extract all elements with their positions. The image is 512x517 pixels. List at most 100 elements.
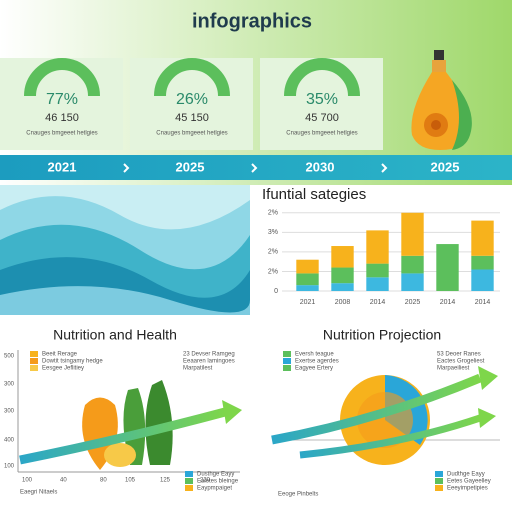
legend-swatch xyxy=(435,471,443,477)
y-tick-label: 2% xyxy=(268,210,278,217)
footer: Eaegri Nitaels xyxy=(20,490,57,496)
y-label: 400 xyxy=(4,438,15,444)
x-tick-label: 2014 xyxy=(370,299,386,306)
x-tick-label: 2014 xyxy=(475,299,491,306)
timeline-year: 2030 xyxy=(306,159,335,174)
title: infographics xyxy=(192,10,312,32)
bar-segment xyxy=(296,273,319,286)
legend-text: Eetes Gayeelley xyxy=(447,479,491,485)
timeline-arrow xyxy=(251,163,258,173)
bar-segment xyxy=(331,246,354,268)
legend-text: Marpatilest xyxy=(183,366,213,372)
gauge-caption: Cnauges bmgeeet hetlgies xyxy=(156,131,227,137)
trend-arrow xyxy=(299,414,482,459)
waves xyxy=(0,185,250,315)
legend-text: Dowtit tsingamy hedge xyxy=(42,359,103,365)
legend-text: Ealetes bleinge xyxy=(197,479,239,485)
legend-text: Dusthge Eayy xyxy=(197,472,234,478)
legend-text: Marpaeiliest xyxy=(437,366,470,372)
y-tick-label: 2% xyxy=(268,268,278,275)
footer: Eeoge Pinbelts xyxy=(278,492,318,498)
gauge-caption: Cnauges bmgeeet hetlgies xyxy=(26,131,97,137)
y-label: 100 xyxy=(4,464,15,470)
bar-segment xyxy=(331,267,354,284)
legend-swatch xyxy=(283,351,291,357)
gauge-arc xyxy=(284,58,360,97)
x-label: 125 xyxy=(160,478,171,484)
bar-segment xyxy=(436,244,459,291)
trend-arrow xyxy=(271,373,482,445)
gauge-percent: 77% xyxy=(46,91,78,108)
timeline-year: 2021 xyxy=(48,159,77,174)
legend-text: Eaypmpaiget xyxy=(197,486,232,492)
legend-text: Eversh teague xyxy=(295,352,334,358)
x-label: 40 xyxy=(60,478,67,484)
gauge-panel xyxy=(0,58,123,150)
bar-segment xyxy=(471,220,494,256)
x-label: 220 xyxy=(200,478,211,484)
legend-text: Eesgee Jeflitiey xyxy=(42,366,84,372)
legend-swatch xyxy=(435,478,443,484)
bar-segment xyxy=(401,255,424,274)
bar-segment xyxy=(366,263,389,278)
legend-text: Eeaaren lamingoes xyxy=(183,359,235,365)
bar-segment xyxy=(366,230,389,264)
bottle xyxy=(411,50,472,150)
timeline-arrow xyxy=(381,163,388,173)
bar-segment xyxy=(331,283,354,291)
arrow-head xyxy=(478,366,498,390)
legend-text: 23 Devser Ramgeg xyxy=(183,352,235,358)
x-tick-label: 2021 xyxy=(300,299,316,306)
bar-segment xyxy=(471,255,494,270)
y-tick-label: 2% xyxy=(268,249,278,256)
y-tick-label: 0 xyxy=(274,288,278,295)
x-tick-label: 2008 xyxy=(335,299,351,306)
gauge-percent: 26% xyxy=(176,91,208,108)
timeline-year: 2025 xyxy=(176,159,205,174)
gauge-percent: 35% xyxy=(306,91,338,108)
legend-swatch xyxy=(435,485,443,491)
section-title: Nutrition Projection xyxy=(323,327,441,343)
legend-text: Eeeyimpetipies xyxy=(447,486,488,492)
legend-text: Beeit Rerage xyxy=(42,352,78,358)
legend-swatch xyxy=(185,485,193,491)
legend-swatch xyxy=(30,358,38,364)
gauge-panel xyxy=(260,58,383,150)
legend-text: 53 Deoer Ranes xyxy=(437,352,481,358)
legend-text: Dudthge Eayy xyxy=(447,472,485,478)
legend-swatch xyxy=(185,478,193,484)
bar-segment xyxy=(296,285,319,291)
x-label: 105 xyxy=(125,478,136,484)
legend-swatch xyxy=(30,351,38,357)
arrow-head xyxy=(222,400,242,424)
gauge-value: 46 150 xyxy=(45,112,79,124)
bar-segment xyxy=(296,259,319,274)
y-label: 500 xyxy=(4,354,15,360)
legend-text: Exertse agerdes xyxy=(295,359,339,365)
gauge-arc xyxy=(24,58,100,97)
legend-text: Eactes Grogeliest xyxy=(437,359,485,365)
bar-segment xyxy=(401,212,424,256)
trend-arrow xyxy=(19,407,227,465)
timeline-year: 2025 xyxy=(431,159,460,174)
bar-chart-title: Ifuntial sategies xyxy=(262,186,366,203)
legend-swatch xyxy=(30,365,38,371)
gauge-panel xyxy=(130,58,253,150)
legend-text: Eagyee Ertery xyxy=(295,366,333,372)
vegetables xyxy=(82,380,173,470)
gauge-caption: Cnauges bmgeeet hetlgies xyxy=(286,131,357,137)
bar-segment xyxy=(401,273,424,291)
gauge-value: 45 150 xyxy=(175,112,209,124)
arrow-head xyxy=(478,408,496,428)
gauge-value: 45 700 xyxy=(305,112,339,124)
legend-swatch xyxy=(185,471,193,477)
timeline-arrow xyxy=(123,163,130,173)
y-label: 300 xyxy=(4,382,15,388)
x-label: 100 xyxy=(22,478,33,484)
bar-segment xyxy=(471,269,494,291)
legend-swatch xyxy=(283,358,291,364)
x-tick-label: 2014 xyxy=(440,299,456,306)
y-label: 300 xyxy=(4,409,15,415)
